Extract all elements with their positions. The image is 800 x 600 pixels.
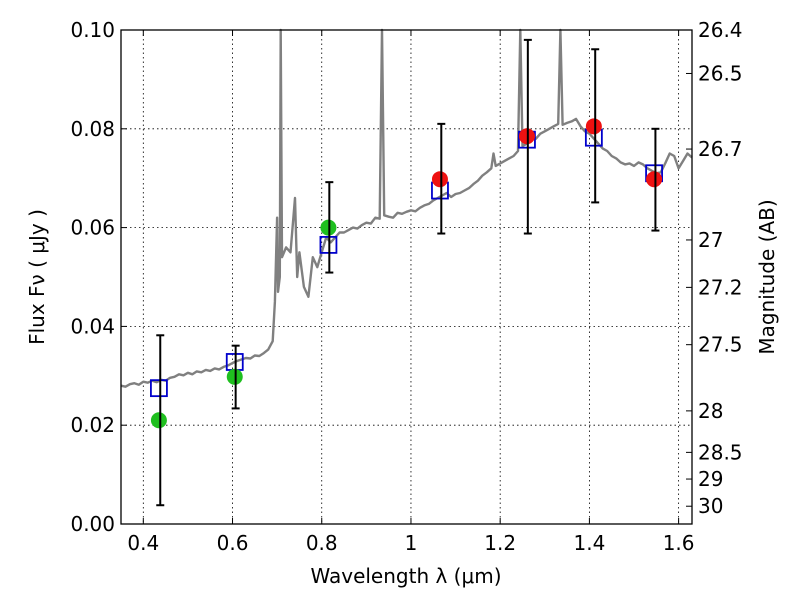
axis-ticks: 0.4 0.6 0.8 1 1.2 1.4 1.6 0.00 0.02 0.04 0.06 0.08 0… xyxy=(70,18,742,555)
red-data-point xyxy=(431,171,448,188)
x-tick-label: 1.2 xyxy=(484,531,516,555)
right-tick-label: 26.5 xyxy=(698,61,743,85)
x-tick-label: 0.4 xyxy=(127,531,159,555)
right-tick-label: 28 xyxy=(698,399,723,423)
plot-frame xyxy=(120,29,693,525)
right-tick-label: 26.4 xyxy=(698,18,743,42)
right-axis-label: Magnitude (AB) xyxy=(755,199,779,354)
y-tick-label: 0.08 xyxy=(70,117,115,141)
right-tick-label: 29 xyxy=(698,467,723,491)
x-tick-label: 0.8 xyxy=(306,531,338,555)
y-tick-label: 0.10 xyxy=(70,18,115,42)
x-tick-label: 1 xyxy=(405,531,418,555)
x-axis-label: Wavelength λ (μm) xyxy=(310,564,501,588)
photometry-marker-layer xyxy=(150,38,663,507)
right-tick-label: 27 xyxy=(698,228,723,252)
x-tick-label: 0.6 xyxy=(217,531,249,555)
model-square-marker xyxy=(150,379,168,398)
red-data-point xyxy=(585,118,602,135)
grid-lines xyxy=(121,30,692,524)
x-tick-label: 1.6 xyxy=(663,531,695,555)
x-tick-label: 1.4 xyxy=(573,531,605,555)
right-tick-label: 27.5 xyxy=(698,333,743,357)
right-tick-label: 28.5 xyxy=(698,440,743,464)
right-tick-label: 26.7 xyxy=(698,137,743,161)
y-axis-label: Flux Fν ( μJy ) xyxy=(25,209,49,345)
y-tick-label: 0.00 xyxy=(70,512,115,536)
spectrum-line-layer xyxy=(120,28,693,388)
red-data-point xyxy=(646,171,663,188)
y-tick-label: 0.04 xyxy=(70,314,115,338)
y-tick-label: 0.02 xyxy=(70,413,115,437)
right-tick-label: 30 xyxy=(698,494,723,518)
spectrum-line xyxy=(120,28,693,388)
y-tick-label: 0.06 xyxy=(70,216,115,240)
green-data-point xyxy=(150,412,167,429)
right-tick-label: 27.2 xyxy=(698,275,743,299)
